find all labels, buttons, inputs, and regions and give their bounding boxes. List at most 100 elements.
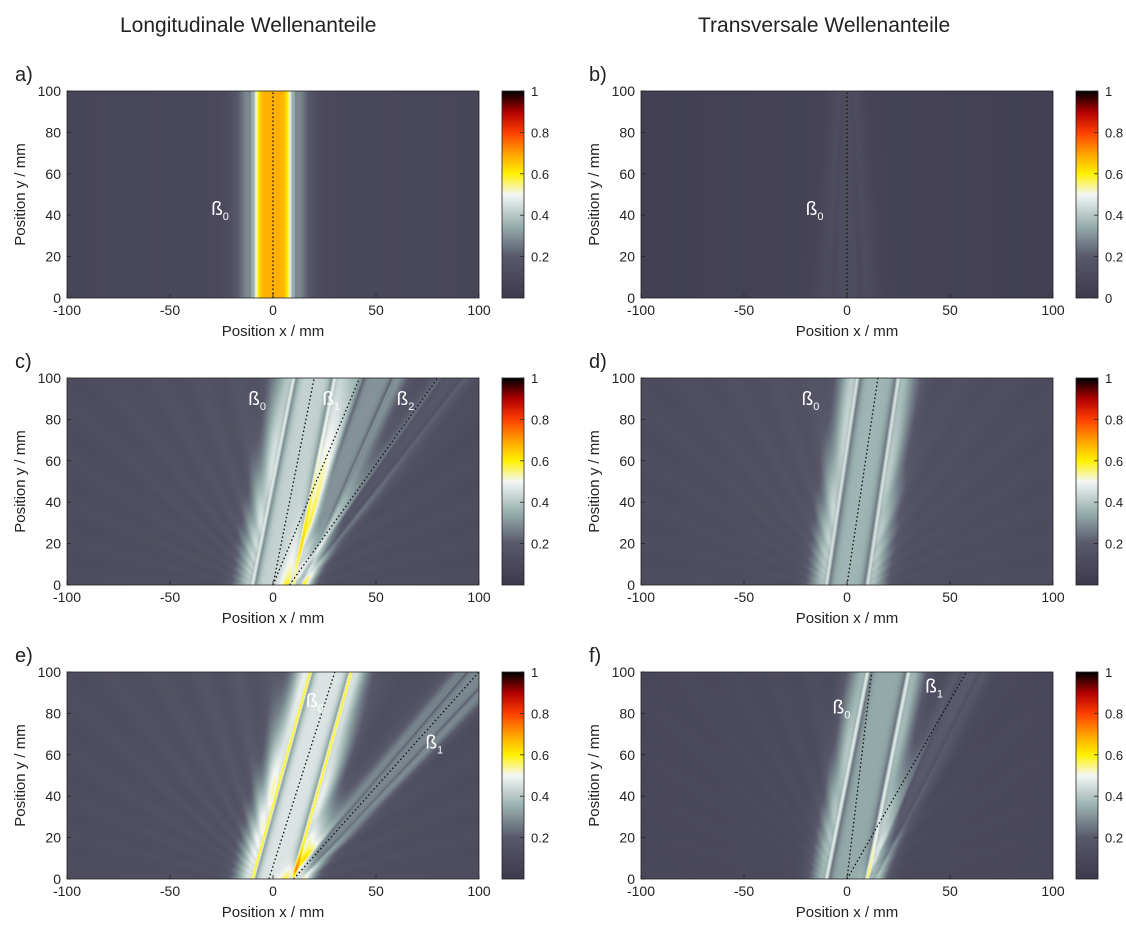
y-tick-label: 40 (45, 207, 61, 223)
colorbar (1076, 91, 1098, 298)
y-axis-label: Position y / mm (586, 143, 603, 246)
y-tick-label: 20 (619, 830, 635, 846)
colorbar-tick-label: 0.8 (1105, 412, 1123, 427)
colorbar-tick-label: 0.6 (531, 167, 549, 182)
y-tick-label: 80 (45, 124, 61, 140)
colorbar-tick-label: 0.8 (531, 412, 549, 427)
colorbar-tick-label: 0.8 (1105, 125, 1123, 140)
y-tick-label: 60 (45, 747, 61, 763)
colorbar (502, 672, 524, 879)
panel-label: d) (589, 351, 607, 373)
x-tick-label: 0 (843, 883, 851, 899)
colorbar-tick-label: 1 (1105, 665, 1112, 680)
y-tick-label: 40 (619, 788, 635, 804)
colorbar-tick-label: 1 (531, 665, 538, 680)
y-tick-label: 80 (45, 705, 61, 721)
colorbar-tick-label: 0.4 (1105, 789, 1123, 804)
panel-label: b) (589, 64, 607, 86)
panel-e: e)ß0ß1-100 -50 0 50 100020406080100Position … (12, 645, 549, 921)
colorbar-tick-label: 0.4 (531, 208, 549, 223)
y-tick-label: 20 (45, 830, 61, 846)
x-tick-label: 50 (942, 883, 958, 899)
x-tick-label: 100 (467, 302, 491, 318)
y-tick-label: 100 (38, 83, 62, 99)
y-tick-label: 40 (45, 494, 61, 510)
x-tick-label: 0 (843, 589, 851, 605)
x-axis-label: Position x / mm (222, 610, 325, 627)
x-tick-label: 100 (1041, 589, 1065, 605)
panel-label: f) (589, 645, 601, 667)
panel-f: f) ß0 ß1 -100 -50 0 50 100 0 20 40 60 80 100 Position … (586, 645, 1123, 921)
colorbar-tick-label: 0.6 (1105, 167, 1123, 182)
panel-d: d)ß0-100 -50 0 50 100020406080100Position x … (586, 351, 1123, 627)
x-tick-label: -50 (160, 302, 180, 318)
y-axis-label: Position y / mm (586, 724, 603, 827)
x-tick-label: 0 (843, 302, 851, 318)
colorbar-tick-label: 0.8 (531, 125, 549, 140)
y-tick-label: 20 (619, 536, 635, 552)
y-axis-label: Position y / mm (12, 724, 29, 827)
x-tick-label: -50 (160, 589, 180, 605)
x-tick-label: 50 (942, 302, 958, 318)
y-tick-label: 80 (619, 411, 635, 427)
y-axis-label: Position y / mm (12, 430, 29, 533)
colorbar-tick-label: 0.2 (531, 831, 549, 846)
panel-b: b) ß0 -100 -50 0 50 100 0 20 40 60 80 100 Position x … (586, 64, 1123, 340)
y-tick-label: 60 (619, 166, 635, 182)
y-tick-label: 20 (619, 249, 635, 265)
y-tick-label: 40 (619, 207, 635, 223)
y-tick-label: 100 (38, 370, 62, 386)
y-tick-label: 40 (619, 494, 635, 510)
y-axis-label: Position y / mm (586, 430, 603, 533)
colorbar-tick-label: 0.6 (531, 748, 549, 763)
x-axis-label: Position x / mm (796, 904, 899, 921)
colorbar-tick-label: 0.8 (531, 706, 549, 721)
x-tick-label: 100 (467, 883, 491, 899)
x-tick-label: 100 (1041, 302, 1065, 318)
y-tick-label: 100 (612, 370, 636, 386)
heatmap-image (67, 378, 479, 585)
y-tick-label: 40 (45, 788, 61, 804)
heatmap-image (67, 91, 479, 298)
colorbar-tick-label: 0.2 (531, 537, 549, 552)
y-tick-label: 60 (45, 453, 61, 469)
y-tick-label: 80 (45, 411, 61, 427)
panel-c: c) ß0 ß1 ß2 -100 -50 0 50 100 0 20 40 60 80 100 Positio… (12, 351, 549, 627)
y-tick-label: 0 (627, 871, 635, 887)
y-tick-label: 100 (38, 664, 62, 680)
panel-a: a) ß0 -100 -50 0 50 100 0 20 40 60 80 100 Position x … (12, 64, 549, 340)
y-tick-label: 80 (619, 705, 635, 721)
y-tick-label: 60 (619, 747, 635, 763)
colorbar (1076, 378, 1098, 585)
colorbar-tick-label: 0.4 (1105, 495, 1123, 510)
x-tick-label: -50 (734, 883, 754, 899)
y-tick-label: 0 (53, 871, 61, 887)
heatmap-image (641, 378, 1053, 585)
y-tick-label: 0 (627, 577, 635, 593)
y-tick-label: 0 (53, 290, 61, 306)
y-tick-label: 0 (627, 290, 635, 306)
colorbar-tick-label: 0.2 (1105, 537, 1123, 552)
y-axis-label: Position y / mm (12, 143, 29, 246)
colorbar-tick-label: 0.6 (1105, 454, 1123, 469)
y-tick-label: 60 (619, 453, 635, 469)
x-tick-label: 0 (269, 589, 277, 605)
colorbar-tick-label: 1 (1105, 84, 1112, 99)
heatmap-image (641, 91, 1053, 298)
colorbar-tick-label: 0.2 (531, 250, 549, 265)
y-tick-label: 60 (45, 166, 61, 182)
y-tick-label: 100 (612, 83, 636, 99)
heatmap-image (641, 672, 1053, 879)
heatmap-image (67, 672, 479, 879)
colorbar (1076, 672, 1098, 879)
x-tick-label: -50 (160, 883, 180, 899)
colorbar-tick-label: 0.4 (531, 495, 549, 510)
x-tick-label: 50 (368, 302, 384, 318)
x-tick-label: 50 (942, 589, 958, 605)
y-tick-label: 20 (45, 249, 61, 265)
panel-label: a) (15, 64, 33, 86)
y-tick-label: 100 (612, 664, 636, 680)
x-tick-label: 100 (467, 589, 491, 605)
x-axis-label: Position x / mm (222, 904, 325, 921)
